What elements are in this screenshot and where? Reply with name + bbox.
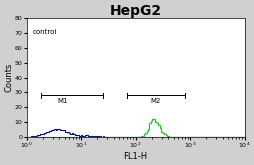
Text: control: control (33, 29, 57, 34)
X-axis label: FL1-H: FL1-H (123, 152, 147, 161)
Title: HepG2: HepG2 (109, 4, 161, 18)
Text: M2: M2 (150, 98, 160, 104)
Text: M1: M1 (57, 98, 67, 104)
Y-axis label: Counts: Counts (4, 63, 13, 92)
